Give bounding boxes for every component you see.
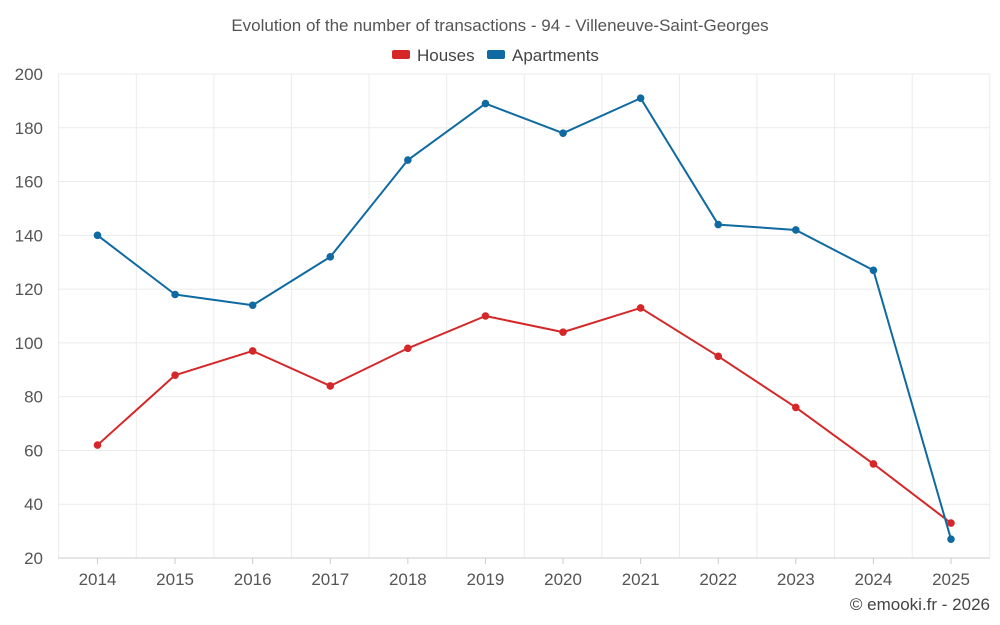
data-point-apartments-2019 [481,99,490,108]
legend-item-houses[interactable]: Houses [392,46,475,65]
series-line-apartments [96,97,952,540]
x-tick-label-2025: 2025 [932,570,970,589]
y-tick-label-100: 100 [15,334,43,353]
data-point-apartments-2018 [404,156,412,164]
x-tick-label-2019: 2019 [467,570,505,589]
data-point-apartments-2024 [869,266,878,275]
y-tick-label-140: 140 [15,226,43,245]
y-tick-label-20: 20 [24,549,43,568]
chart-title: Evolution of the number of transactions … [231,16,768,35]
y-tick-label-200: 200 [15,65,43,84]
data-point-apartments-2014 [93,231,102,240]
credit-text: © emooki.fr - 2026 [850,595,990,614]
plot-area: 20 40 60 80 100 120 140 160 180 200 2014 2015 2016 20… [15,65,991,589]
y-tick-label-160: 160 [15,173,43,192]
legend: Houses Apartments [392,46,599,65]
x-tick-label-2018: 2018 [389,570,427,589]
data-point-houses-2017 [326,382,335,390]
data-point-apartments-2020 [559,129,567,137]
x-tick-label-2022: 2022 [699,570,737,589]
x-tick-label-2021: 2021 [622,570,660,589]
y-tick-label-180: 180 [15,119,43,138]
data-point-apartments-2016 [248,301,257,310]
x-tick-label-2016: 2016 [234,570,272,589]
x-tick-label-2020: 2020 [544,570,582,589]
data-point-houses-2019 [481,312,490,320]
data-point-houses-2016 [248,347,257,355]
y-tick-label-60: 60 [24,441,43,460]
data-point-houses-2018 [404,344,412,353]
data-point-houses-2024 [869,460,878,468]
legend-item-apartments[interactable]: Apartments [487,46,599,65]
x-tick-label-2024: 2024 [854,570,892,589]
data-point-apartments-2017 [326,253,335,261]
legend-label-houses: Houses [417,46,475,65]
legend-swatch-houses [392,50,410,59]
x-tick-label-2014: 2014 [79,570,117,589]
data-point-apartments-2015 [171,290,179,299]
x-tick-label-2015: 2015 [156,570,194,589]
y-tick-label-80: 80 [24,388,43,407]
data-point-houses-2020 [559,328,567,336]
data-point-houses-2021 [636,304,645,312]
data-point-apartments-2023 [792,226,800,234]
data-point-houses-2022 [714,352,723,361]
data-point-apartments-2021 [636,94,645,102]
data-point-houses-2023 [792,403,800,412]
data-point-apartments-2022 [714,220,723,229]
y-tick-label-120: 120 [15,280,43,299]
y-tick-label-40: 40 [24,495,43,514]
x-tick-label-2017: 2017 [311,570,349,589]
data-point-houses-2015 [171,371,179,379]
data-point-apartments-2025 [947,535,955,543]
series-line-houses [96,306,952,524]
legend-label-apartments: Apartments [512,46,599,65]
x-tick-label-2023: 2023 [777,570,815,589]
legend-swatch-apartments [487,50,505,59]
data-point-houses-2025 [947,519,955,527]
data-point-houses-2014 [93,441,102,449]
